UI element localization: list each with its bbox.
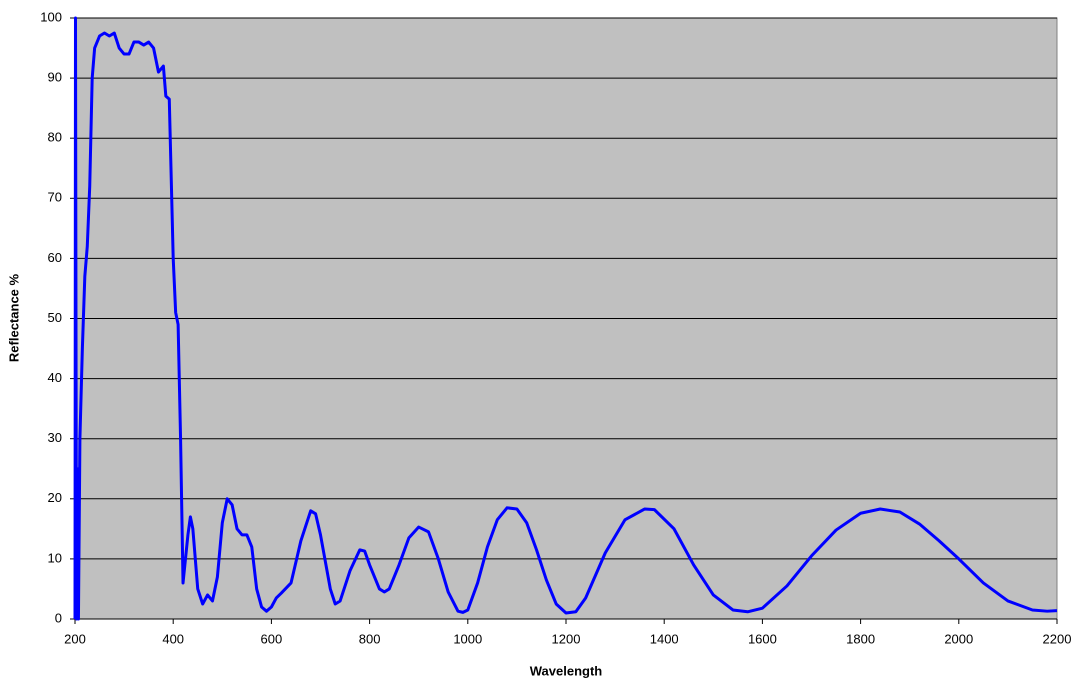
data-line <box>73 16 1058 621</box>
x-tick-label: 1000 <box>453 631 482 646</box>
x-tick-label: 800 <box>359 631 381 646</box>
x-tick-label: 2200 <box>1043 631 1072 646</box>
x-tick-label: 2000 <box>944 631 973 646</box>
x-tick-label: 600 <box>261 631 283 646</box>
x-tick-label: 1800 <box>846 631 875 646</box>
x-tick-label: 400 <box>162 631 184 646</box>
y-tick-label: 20 <box>48 490 62 505</box>
y-tick-label: 100 <box>40 9 62 24</box>
y-tick-label: 40 <box>48 370 62 385</box>
y-tick-label: 60 <box>48 250 62 265</box>
y-tick-label: 80 <box>48 130 62 145</box>
y-tick-label: 10 <box>48 550 62 565</box>
x-tick-label: 1600 <box>748 631 777 646</box>
y-tick-label: 90 <box>48 70 62 85</box>
y-axis-title: Reflectance % <box>6 273 21 362</box>
y-tick-label: 70 <box>48 190 62 205</box>
y-tick-label: 0 <box>55 610 62 625</box>
x-axis-title: Wavelength <box>530 663 603 678</box>
x-tick-label: 1400 <box>650 631 679 646</box>
x-tick-label: 200 <box>64 631 86 646</box>
y-tick-label: 50 <box>48 310 62 325</box>
x-tick-label: 1200 <box>552 631 581 646</box>
y-tick-label: 30 <box>48 430 62 445</box>
